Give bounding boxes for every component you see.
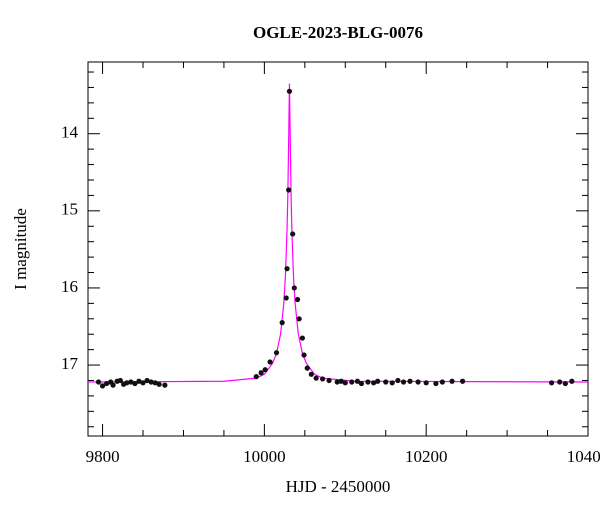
data-point [354, 378, 361, 384]
data-point [136, 378, 142, 384]
data-point [110, 382, 116, 388]
data-point [286, 187, 292, 193]
data-point [253, 374, 259, 380]
plot-frame [87, 61, 589, 437]
data-point [449, 378, 455, 384]
data-point [132, 380, 138, 387]
data-point [407, 378, 413, 384]
data-point [423, 380, 429, 386]
data-point [152, 380, 158, 386]
data-point [296, 316, 302, 322]
data-point [162, 382, 168, 388]
chart-title: OGLE-2023-BLG-0076 [253, 23, 423, 42]
y-axis-label: I magnitude [11, 208, 30, 290]
data-point [124, 380, 130, 386]
x-axis-label: HJD - 2450000 [286, 477, 391, 496]
data-point [301, 352, 307, 358]
y-tick-label: 17 [61, 354, 79, 373]
data-point [415, 379, 421, 385]
data-point [358, 380, 365, 387]
data-point [267, 359, 273, 365]
data-point [258, 370, 264, 376]
model-curve [87, 83, 589, 383]
data-point [104, 380, 110, 387]
x-tick-label: 10200 [405, 447, 448, 466]
data-point [439, 379, 445, 385]
data-point [459, 378, 466, 384]
data-point [338, 378, 344, 384]
data-point [375, 378, 381, 384]
data-point [389, 380, 395, 386]
data-point [95, 379, 102, 385]
data-point [279, 320, 285, 326]
data-point [304, 365, 310, 371]
data-point [140, 380, 146, 386]
data-point [349, 379, 355, 385]
x-tick-label: 9800 [86, 447, 120, 466]
data-point [433, 380, 439, 387]
y-tick-label: 15 [61, 200, 78, 219]
data-point [286, 88, 293, 94]
x-tick-label: 10000 [243, 447, 286, 466]
data-point [290, 231, 296, 237]
data-point [117, 377, 123, 384]
data-point [262, 367, 268, 373]
data-point [342, 380, 348, 386]
data-point [313, 375, 319, 381]
data-point [320, 376, 326, 382]
data-point [283, 295, 289, 301]
y-tick-label: 16 [61, 277, 78, 296]
data-point [156, 381, 162, 387]
data-point [365, 379, 371, 385]
data-point [400, 379, 407, 385]
data-point [284, 266, 290, 272]
y-tick-label: 14 [61, 123, 79, 142]
data-point [562, 380, 568, 387]
data-point [273, 350, 280, 356]
data-point [144, 377, 150, 384]
data-point [569, 378, 575, 384]
data-point [308, 371, 314, 377]
data-point [383, 379, 389, 385]
data-point [548, 380, 555, 386]
data-point [291, 285, 297, 291]
data-point [370, 380, 377, 386]
data-point [334, 379, 340, 385]
data-point [99, 383, 106, 389]
x-tick-label: 10400 [567, 447, 600, 466]
data-point [294, 296, 301, 303]
data-point [128, 379, 134, 385]
data-point [326, 377, 332, 384]
data-point [557, 379, 563, 385]
data-point [299, 335, 306, 341]
data-point [148, 379, 154, 385]
data-point [395, 377, 401, 384]
